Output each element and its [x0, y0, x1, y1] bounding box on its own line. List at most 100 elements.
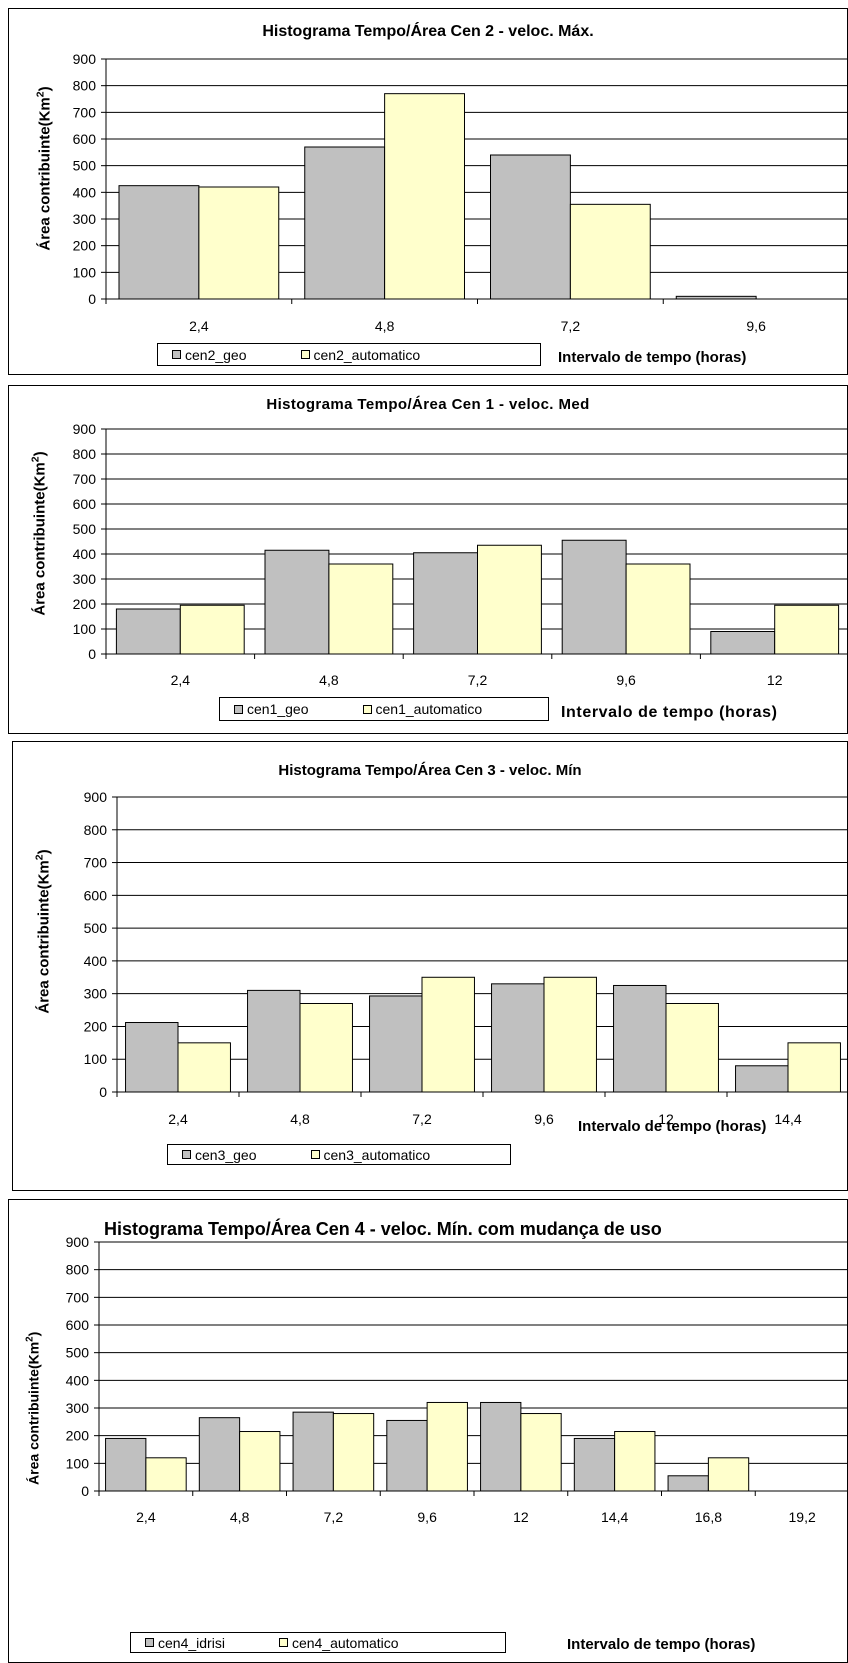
x-tick-label: 4,8 [290, 1111, 310, 1127]
y-tick-label: 800 [84, 822, 108, 838]
x-tick-label: 7,2 [561, 318, 581, 334]
y-axis-label-text: Área contribuinte(Km [31, 462, 49, 616]
legend-label-series-a: cen1_geo [247, 701, 309, 717]
y-tick-label: 400 [84, 953, 108, 969]
legend: cen1_geo cen1_automatico [219, 697, 549, 721]
x-axis-label: Intervalo de tempo (horas) [578, 1118, 767, 1135]
legend-label-series-a: cen2_geo [185, 346, 247, 363]
x-tick-label: 14,4 [601, 1509, 628, 1525]
x-tick-label: 4,8 [319, 672, 339, 688]
bar-cen2_geo-3 [675, 295, 757, 300]
chart-title: Histograma Tempo/Área Cen 4 - veloc. Mín… [104, 1219, 662, 1239]
y-axis-label-superscript: 2 [34, 91, 47, 98]
y-tick-label: 200 [66, 1428, 90, 1444]
bar-cen2_automatico-1 [384, 93, 465, 300]
chart-panel-cen4: 0 100 200 300 400 500 600 700 800 900 2,4 4,8 7,2 9,6… [8, 1199, 848, 1663]
bar-cen4_automatico-4 [520, 1413, 562, 1492]
x-tick-label: 9,6 [417, 1509, 437, 1525]
y-axis-label-superscript: 2 [24, 1336, 36, 1342]
legend-item-series-b: cen2_automatico [300, 346, 421, 363]
x-tick-label: 4,8 [375, 318, 395, 334]
x-tick-label: 16,8 [695, 1509, 722, 1525]
y-axis-label-text: Área contribuinte(Km [36, 97, 54, 251]
x-tick-label: 7,2 [324, 1509, 344, 1525]
bar-cen1_automatico-3 [625, 563, 691, 655]
bar-cen3_geo-3 [491, 983, 545, 1093]
y-tick-label: 900 [73, 421, 97, 437]
x-tick-label: 2,4 [136, 1509, 156, 1525]
legend-item-series-b: cen1_automatico [362, 701, 483, 717]
chart-panel-cen3: 0 100 200 300 400 500 600 700 800 900 2,4 4,8 7,2 9,6… [12, 741, 848, 1191]
y-tick-label: 500 [73, 521, 97, 537]
x-tick-label: 19,2 [789, 1509, 816, 1525]
y-tick-label: 600 [73, 131, 97, 147]
y-tick-label: 700 [73, 104, 97, 120]
chart-title: Histograma Tempo/Área Cen 3 - veloc. Mín [278, 762, 582, 779]
x-tick-label: 4,8 [230, 1509, 250, 1525]
legend-label-series-a: cen4_idrisi [158, 1634, 225, 1651]
bar-cen3_automatico-0 [177, 1042, 231, 1093]
bar-cen2_geo-0 [118, 185, 200, 300]
legend-item-series-a: cen3_geo [182, 1147, 257, 1163]
y-tick-label: 100 [73, 264, 97, 280]
bar-cen1_automatico-1 [328, 563, 394, 655]
y-tick-label: 400 [73, 546, 97, 562]
bar-cen4_idrisi-2 [292, 1411, 334, 1492]
y-tick-label: 800 [73, 78, 97, 94]
y-axis-label-text: Área contribuinte(Km [25, 1341, 42, 1485]
x-tick-label: 9,6 [746, 318, 766, 334]
y-tick-label: 200 [84, 1018, 108, 1034]
y-axis-label: Área contribuinte(Km2) [30, 424, 49, 644]
y-tick-label: 0 [99, 1084, 107, 1100]
chart-title: Histograma Tempo/Área Cen 2 - veloc. Máx… [262, 23, 594, 40]
chart-panel-cen1: 0 100 200 300 400 500 600 700 800 900 2,4 4,8 7,2 9,6… [8, 385, 848, 734]
legend-swatch-series-b [278, 1638, 288, 1647]
chart-plot-svg: 0 100 200 300 400 500 600 700 800 900 2,4 4,8 7,2 9,6… [73, 421, 847, 688]
legend-swatch-series-b [300, 350, 310, 359]
y-tick-label: 500 [66, 1345, 90, 1361]
bar-cen4_idrisi-0 [105, 1437, 147, 1492]
y-axis-label-close: ) [35, 849, 53, 855]
y-tick-label: 200 [73, 238, 97, 254]
y-tick-label: 900 [66, 1234, 90, 1250]
legend-label-series-b: cen2_automatico [313, 346, 421, 363]
bar-cen4_idrisi-5 [573, 1437, 616, 1492]
y-axis-label-close: ) [25, 1331, 42, 1337]
y-axis-label-close: ) [36, 86, 54, 92]
bar-cen2_geo-1 [304, 146, 386, 300]
bar-cen3_geo-4 [613, 984, 667, 1093]
y-axis-label: Área contribuinte(Km2) [35, 59, 54, 279]
x-tick-label: 7,2 [468, 672, 488, 688]
y-tick-label: 400 [66, 1372, 90, 1388]
legend-swatch-series-a [234, 704, 243, 714]
y-tick-label: 600 [84, 887, 108, 903]
chart-plot-svg: 0 100 200 300 400 500 600 700 800 900 2,4 4,8 7,2 9,6… [66, 1234, 847, 1525]
bar-cen2_geo-2 [490, 154, 571, 300]
y-tick-label: 900 [84, 789, 108, 805]
x-tick-label: 9,6 [534, 1111, 554, 1127]
x-axis-label: Intervalo de tempo (horas) [567, 1636, 756, 1653]
y-axis-label-superscript: 2 [33, 854, 46, 861]
bar-cen1_geo-1 [264, 549, 330, 655]
x-tick-label: 7,2 [412, 1111, 432, 1127]
y-tick-label: 0 [88, 646, 96, 662]
legend-label-series-b: cen1_automatico [375, 701, 483, 717]
y-axis-label-text: Área contribuinte(Km [35, 860, 53, 1014]
y-tick-label: 0 [88, 291, 96, 307]
x-tick-label: 2,4 [168, 1111, 188, 1127]
y-tick-label: 300 [66, 1400, 90, 1416]
y-tick-label: 100 [84, 1051, 108, 1067]
y-tick-label: 400 [73, 184, 97, 200]
y-tick-label: 900 [73, 51, 97, 67]
bar-cen1_automatico-0 [179, 604, 245, 655]
y-tick-label: 100 [73, 621, 97, 637]
y-tick-label: 700 [66, 1289, 90, 1305]
bar-cen3_automatico-1 [299, 1003, 353, 1093]
y-tick-label: 700 [73, 471, 97, 487]
x-axis-label: Intervalo de tempo (horas) [561, 704, 778, 721]
legend-item-series-a: cen2_geo [172, 347, 247, 363]
y-axis-label: Área contribuinte(Km2) [25, 1298, 42, 1518]
bar-cen1_geo-0 [115, 608, 181, 655]
bar-cen3_automatico-3 [543, 976, 597, 1093]
legend: cen2_geo cen2_automatico [157, 343, 541, 366]
